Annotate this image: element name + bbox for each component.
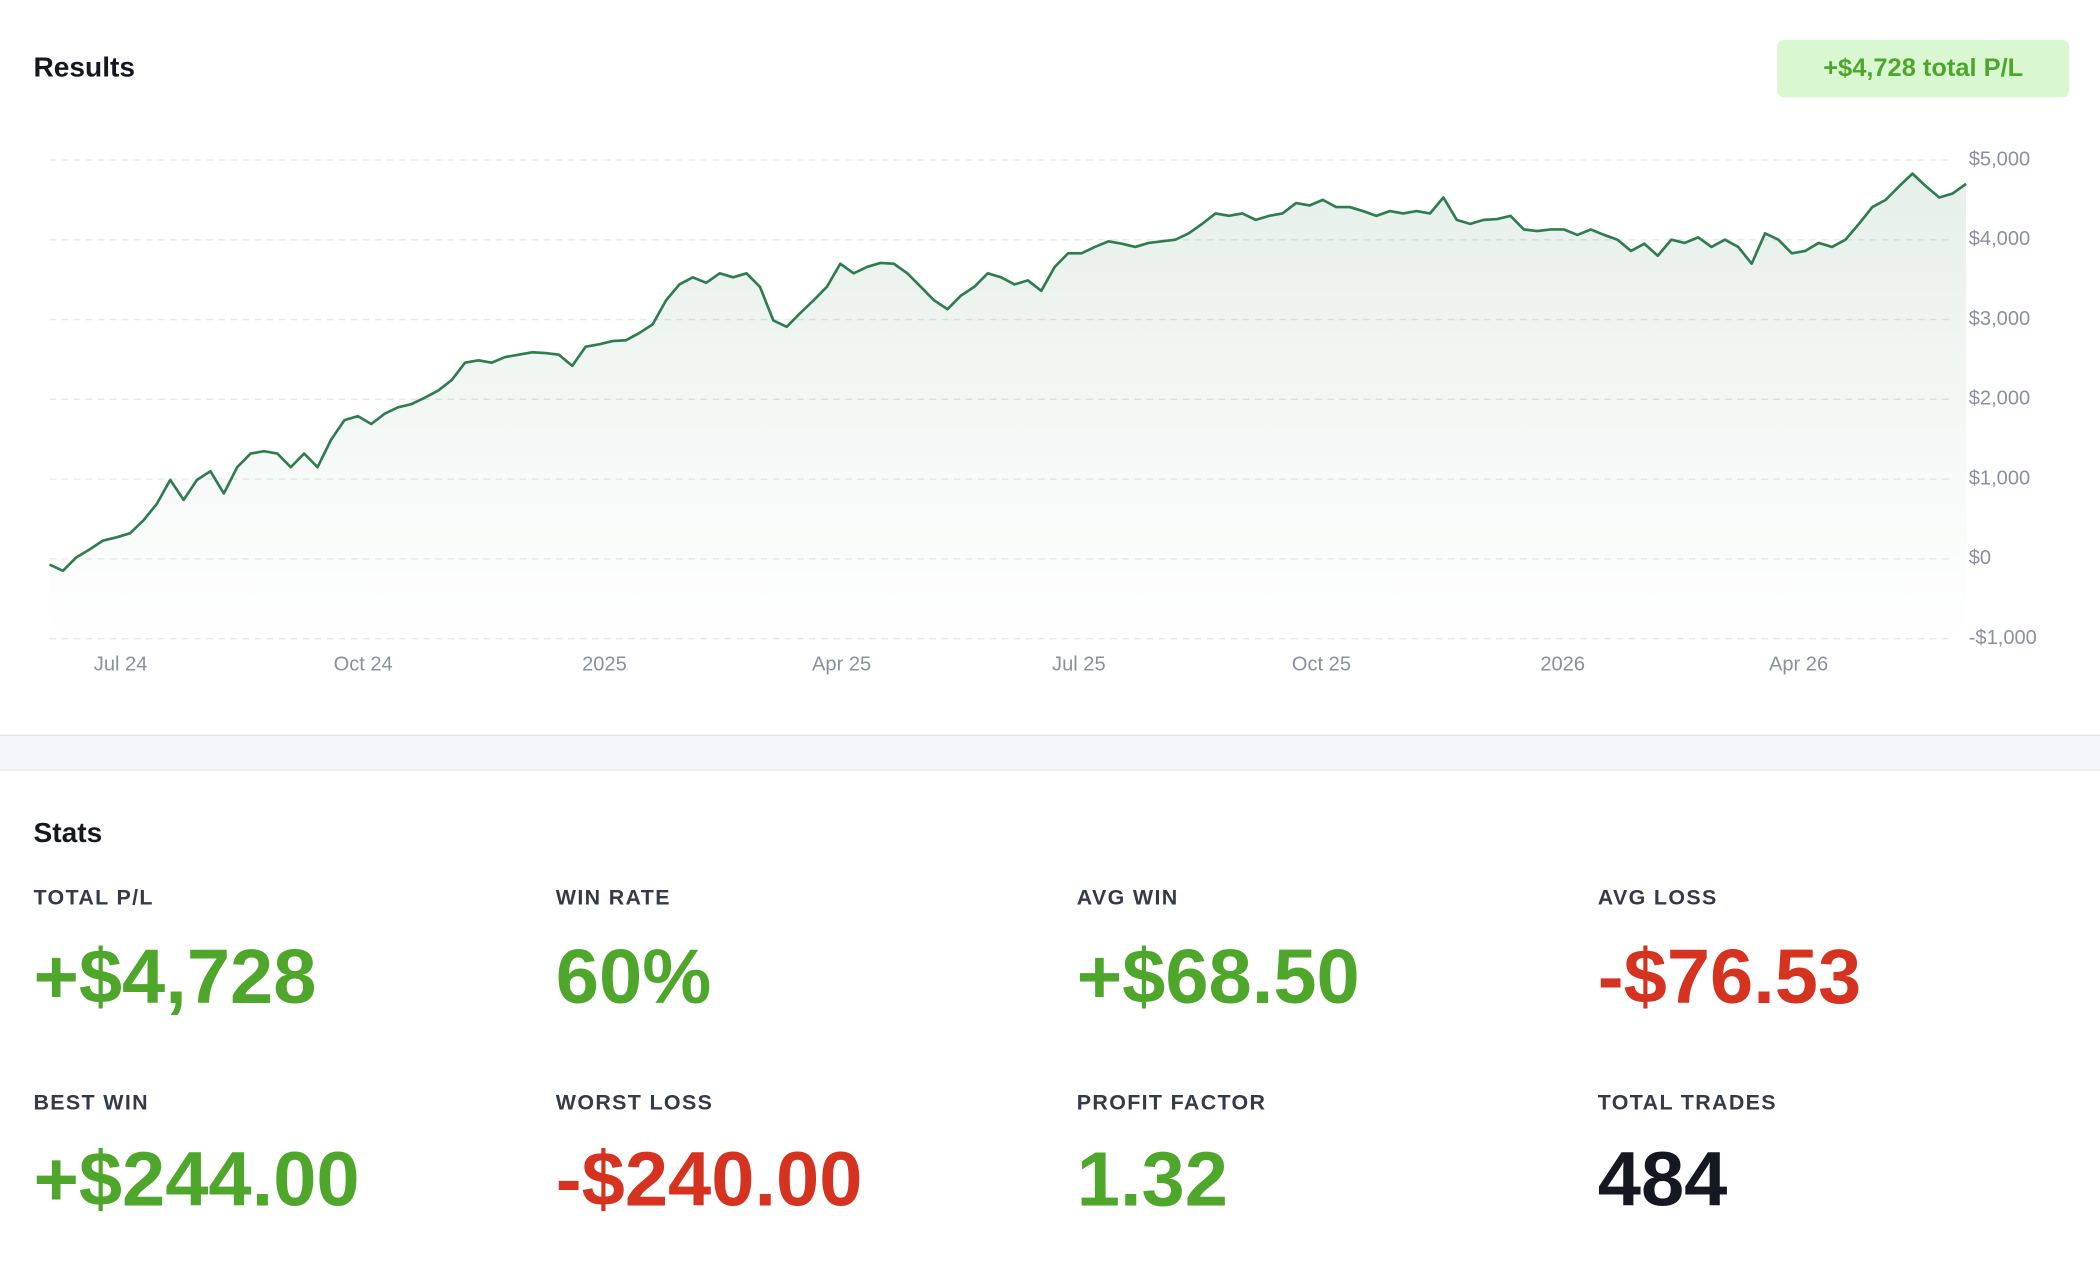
stat-value: -$76.53 — [1598, 934, 1861, 1020]
y-tick-label: $5,000 — [1969, 148, 2030, 170]
stat-label: BEST WIN — [33, 1091, 148, 1115]
x-tick-label: Apr 25 — [812, 654, 871, 676]
stat-label: WIN RATE — [556, 885, 671, 909]
stat-value: 1.32 — [1077, 1137, 1228, 1223]
y-tick-label: -$1,000 — [1969, 627, 2037, 649]
stat-label: TOTAL TRADES — [1598, 1091, 1777, 1115]
y-tick-label: $4,000 — [1969, 228, 2030, 250]
x-tick-label: Apr 26 — [1769, 654, 1828, 676]
x-tick-label: Jul 24 — [94, 654, 148, 676]
stat-value: +$68.50 — [1077, 934, 1360, 1020]
stat-label: PROFIT FACTOR — [1077, 1091, 1267, 1115]
x-tick-label: Jul 25 — [1052, 654, 1106, 676]
stat-label: WORST LOSS — [556, 1091, 713, 1115]
line — [48, 172, 1967, 573]
y-tick-label: $3,000 — [1969, 308, 2030, 330]
stat-value: -$240.00 — [556, 1137, 863, 1223]
chart: -$1,000 $0 $1,000 $2,000 $3,000 $4,000 $5,000 J… — [48, 148, 2037, 676]
badge — [1777, 40, 2070, 98]
stat-value: 60% — [556, 934, 711, 1020]
area-fill — [49, 173, 1967, 639]
x-tick-label: 2025 — [582, 654, 627, 676]
stat-label: AVG WIN — [1077, 885, 1179, 909]
stats-title: Stats — [33, 817, 102, 848]
x-tick-label: 2026 — [1540, 654, 1585, 676]
stat-value: +$244.00 — [33, 1137, 359, 1223]
stat-label: AVG LOSS — [1598, 885, 1718, 909]
x-tick-label: Oct 24 — [334, 654, 393, 676]
badge-text: +$4,728 total P/L — [1823, 54, 2023, 82]
results-title: Results — [33, 52, 135, 83]
stat-value: +$4,728 — [33, 934, 316, 1020]
y-tick-label: $1,000 — [1969, 467, 2030, 489]
stats-grid: TOTAL P/L +$4,728 WIN RATE 60% AVG WIN +$68.5… — [33, 885, 1861, 1222]
divider — [0, 734, 2100, 770]
x-tick-label: Oct 25 — [1292, 654, 1351, 676]
y-tick-label: $2,000 — [1969, 388, 2030, 410]
y-tick-label: $0 — [1969, 547, 1991, 569]
stat-label: TOTAL P/L — [33, 885, 153, 909]
stat-value: 484 — [1598, 1137, 1728, 1223]
